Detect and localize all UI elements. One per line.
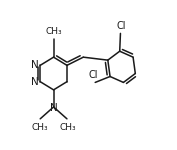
Text: CH₃: CH₃ xyxy=(59,123,76,132)
Text: N: N xyxy=(50,103,58,113)
Text: N: N xyxy=(31,77,38,87)
Text: CH₃: CH₃ xyxy=(45,27,62,36)
Text: Cl: Cl xyxy=(116,21,126,31)
Text: N: N xyxy=(31,60,38,70)
Text: Cl: Cl xyxy=(88,70,98,80)
Text: CH₃: CH₃ xyxy=(31,123,48,132)
